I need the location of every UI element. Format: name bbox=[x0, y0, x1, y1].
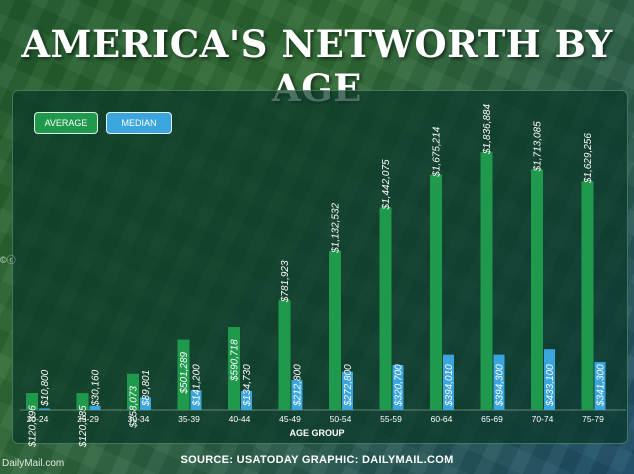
label-average-35-39: $501,289 bbox=[179, 351, 190, 394]
bar-average-40-44 bbox=[228, 327, 240, 410]
label-average-50-54: $1,132,532 bbox=[331, 202, 342, 253]
bar-median-60-64 bbox=[443, 354, 454, 410]
tick-label-50-54: 50-54 bbox=[330, 414, 352, 424]
label-median-60-64: $394,010 bbox=[444, 364, 455, 407]
label-average-75-79: $1,629,256 bbox=[583, 133, 594, 184]
bar-median-70-74 bbox=[544, 349, 555, 410]
label-average-70-74: $1,713,085 bbox=[533, 121, 544, 172]
tick-label-20-24: 20-24 bbox=[27, 414, 49, 424]
label-median-50-54: $272,800 bbox=[343, 364, 354, 407]
tick-label-60-64: 60-64 bbox=[431, 414, 453, 424]
bar-median-35-39 bbox=[190, 390, 202, 410]
bar-average-75-79 bbox=[581, 181, 594, 410]
bar-median-40-44 bbox=[241, 391, 252, 410]
tick-label-70-74: 70-74 bbox=[532, 414, 554, 424]
label-median-45-49: $212,800 bbox=[293, 364, 304, 407]
label-average-25-29: $120,185 bbox=[78, 405, 89, 448]
label-median-25-29: $30,160 bbox=[91, 369, 102, 407]
bar-average-65-69 bbox=[480, 152, 493, 410]
label-average-30-34: $258,073 bbox=[129, 386, 140, 429]
source-credit: SOURCE: USATODAY GRAPHIC: DAILYMAIL.COM bbox=[180, 454, 454, 466]
tick-label-45-49: 45-49 bbox=[279, 414, 301, 424]
label-median-40-44: $134,730 bbox=[242, 364, 253, 407]
label-median-30-34: $89,801 bbox=[141, 370, 152, 407]
label-average-20-24: $120,896 bbox=[28, 405, 39, 448]
tick-label-55-59: 55-59 bbox=[380, 414, 402, 424]
bar-average-45-49 bbox=[278, 300, 291, 410]
bar-median-50-54 bbox=[342, 371, 353, 410]
legend-average: AVERAGE bbox=[34, 112, 98, 134]
legend-median: MEDIAN bbox=[106, 112, 172, 134]
label-median-70-74: $433,100 bbox=[545, 364, 556, 407]
bar-average-35-39 bbox=[177, 339, 190, 410]
label-average-55-59: $1,442,075 bbox=[381, 159, 392, 210]
tick-label-75-79: 75-79 bbox=[582, 414, 604, 424]
tick-label-30-34: 30-34 bbox=[128, 414, 150, 424]
tick-label-65-69: 65-69 bbox=[481, 414, 503, 424]
bar-median-45-49 bbox=[291, 380, 303, 410]
bar-average-55-59 bbox=[379, 207, 392, 410]
bar-median-20-24 bbox=[39, 408, 50, 410]
bar-average-70-74 bbox=[531, 169, 543, 410]
label-average-45-49: $781,923 bbox=[280, 260, 291, 303]
tick-label-25-29: 25-29 bbox=[77, 414, 99, 424]
watermark: DailyMail.com bbox=[2, 458, 65, 469]
label-median-65-69: $394,300 bbox=[495, 364, 506, 407]
bar-median-55-59 bbox=[392, 364, 404, 410]
label-average-40-44: $590,718 bbox=[230, 339, 241, 382]
watermark-mark: ©ⓒ bbox=[0, 255, 16, 265]
bar-median-75-79 bbox=[594, 362, 606, 410]
x-axis-label: AGE GROUP bbox=[289, 428, 345, 438]
bar-median-65-69 bbox=[493, 354, 505, 410]
bar-median-25-29 bbox=[89, 405, 101, 410]
bar-average-30-34 bbox=[127, 373, 139, 410]
tick-label-35-39: 35-39 bbox=[178, 414, 200, 424]
bar-average-20-24 bbox=[26, 393, 38, 410]
label-median-35-39: $141,200 bbox=[192, 364, 203, 407]
label-average-65-69: $1,836,884 bbox=[482, 104, 493, 155]
label-median-55-59: $320,700 bbox=[394, 364, 405, 407]
bar-median-30-34 bbox=[140, 397, 151, 410]
bar-average-25-29 bbox=[76, 393, 89, 410]
bar-average-50-54 bbox=[329, 250, 341, 410]
label-median-75-79: $341,300 bbox=[596, 364, 607, 407]
tick-label-40-44: 40-44 bbox=[229, 414, 251, 424]
bar-average-60-64 bbox=[430, 174, 442, 410]
label-average-60-64: $1,675,214 bbox=[432, 126, 443, 177]
chart-title: AMERICA'S NETWORTH BY AGE bbox=[21, 22, 613, 110]
label-median-20-24: $10,800 bbox=[40, 369, 51, 407]
chart-panel bbox=[12, 90, 628, 444]
